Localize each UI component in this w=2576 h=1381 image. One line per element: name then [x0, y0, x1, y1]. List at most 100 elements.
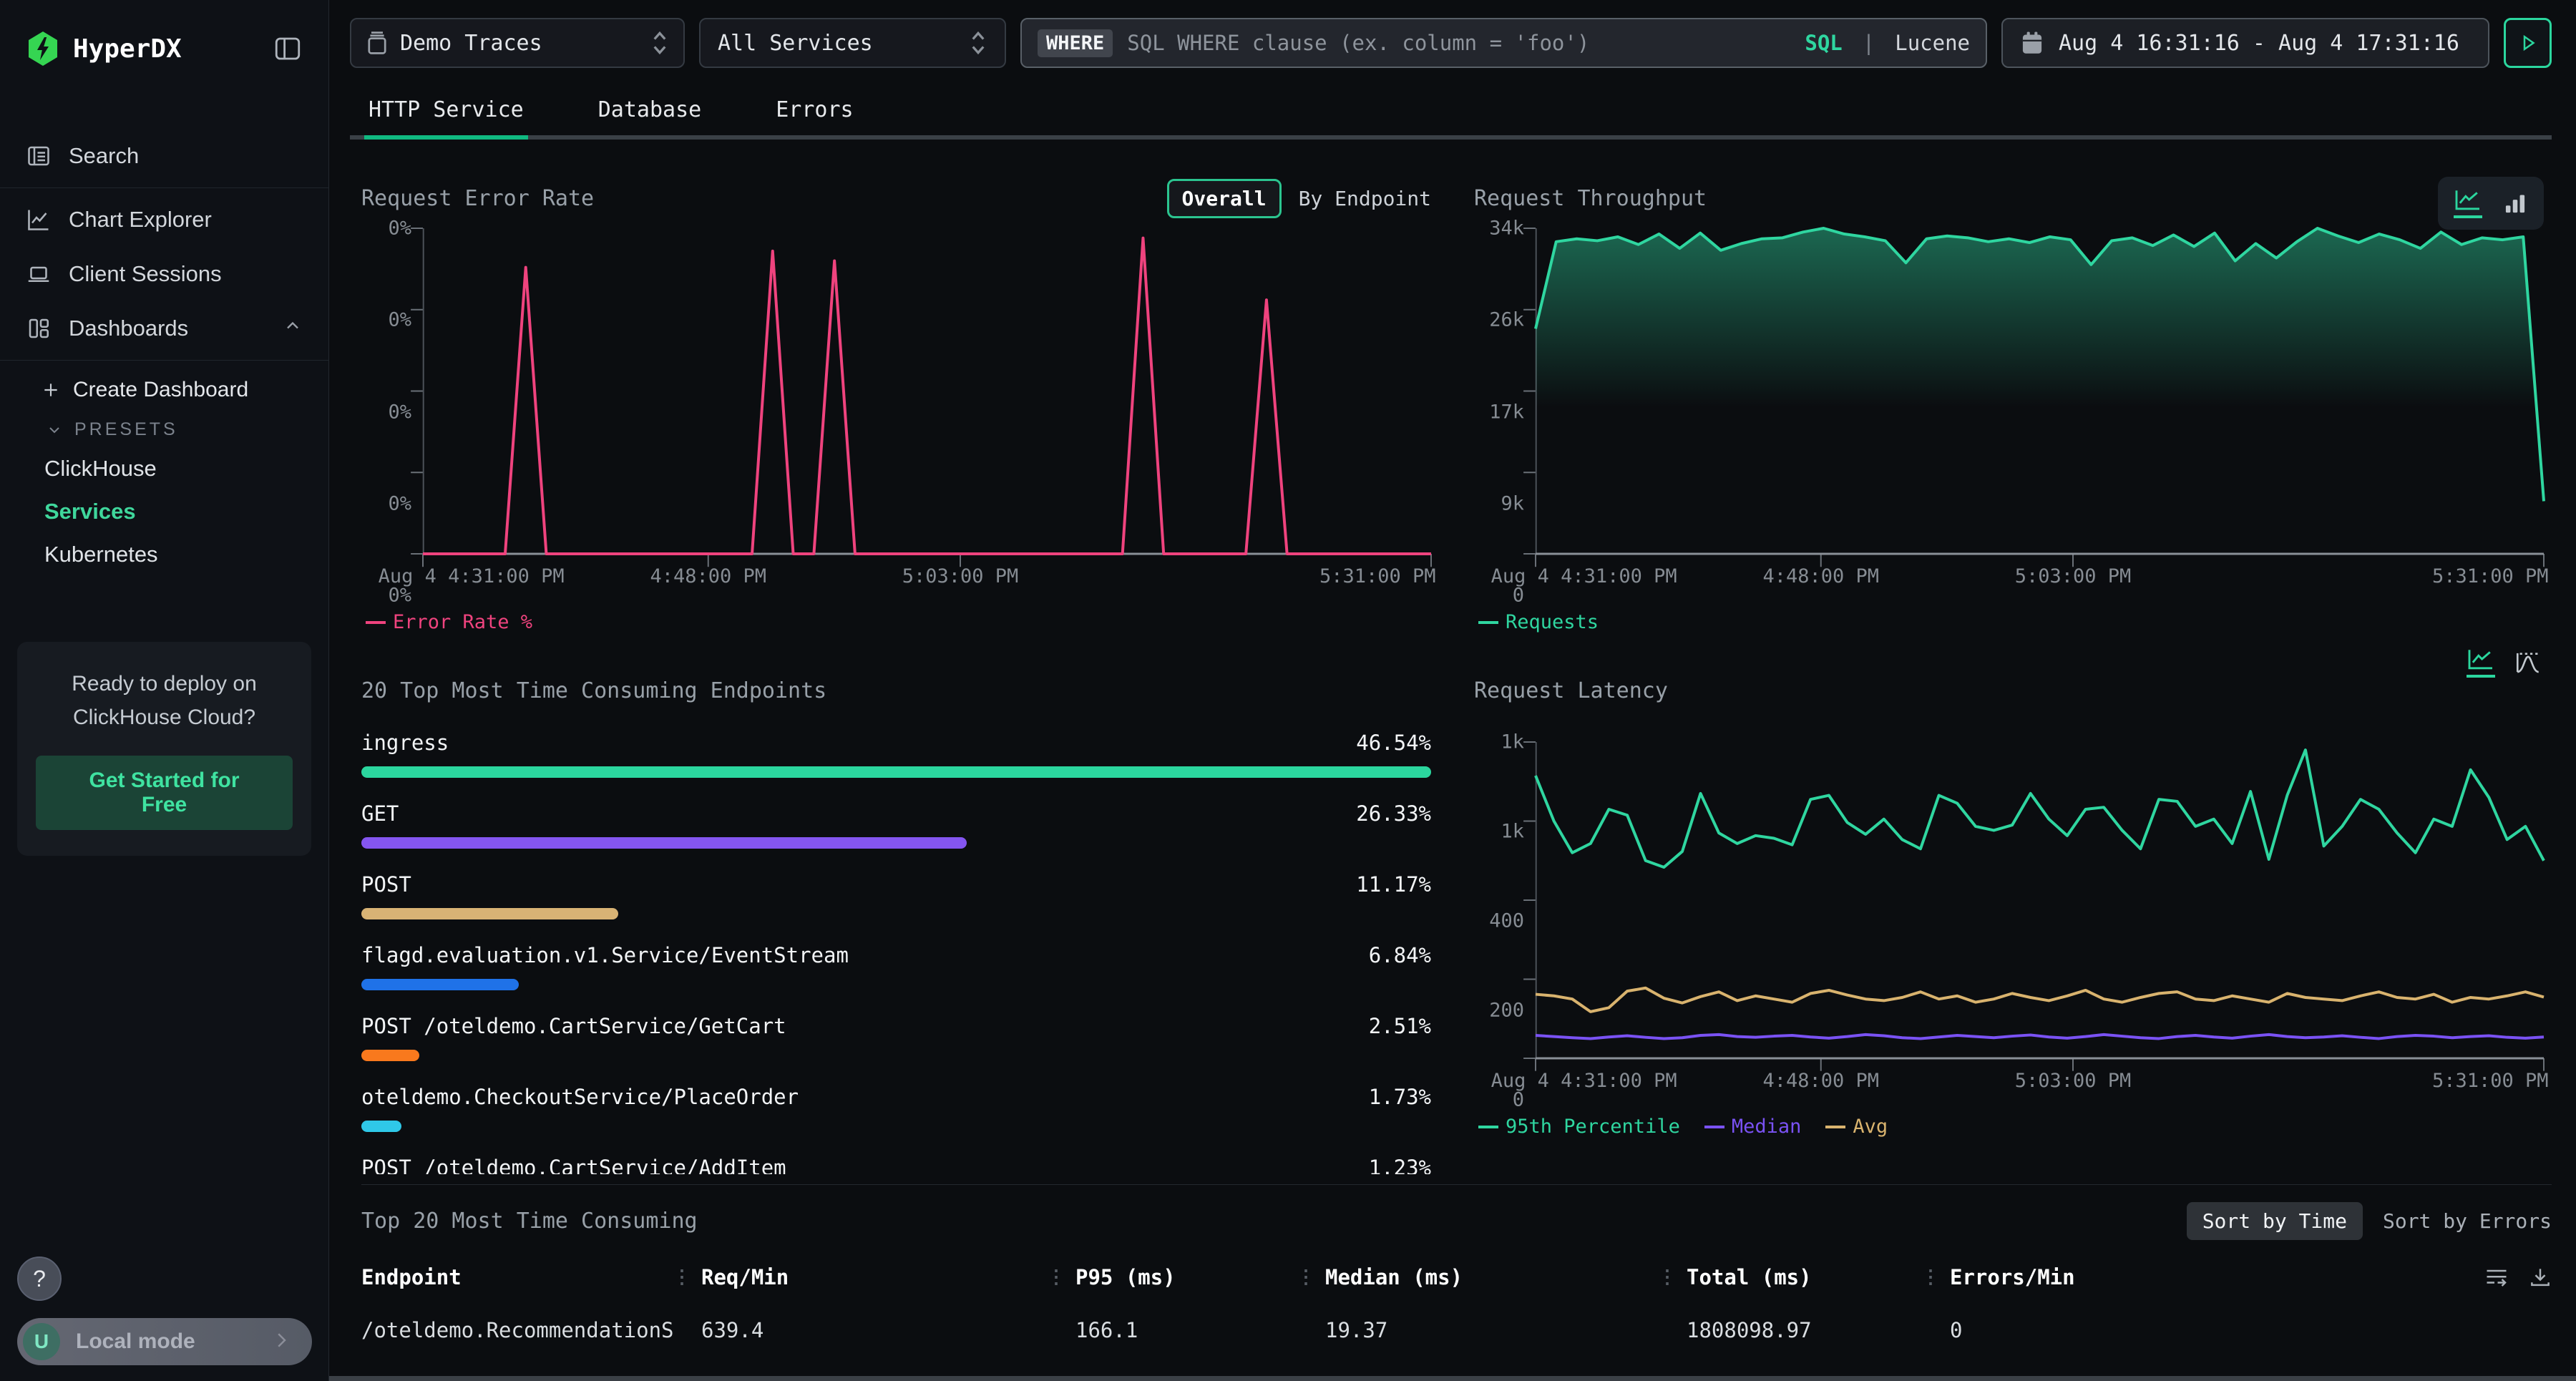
- sql-mode-toggle[interactable]: SQL: [1805, 31, 1843, 55]
- throughput-plot[interactable]: [1536, 228, 2544, 554]
- endpoint-bar-item[interactable]: GET 26.33%: [361, 801, 1431, 849]
- endpoint-bar-item[interactable]: POST 11.17%: [361, 872, 1431, 919]
- endpoint-bar-item[interactable]: POST /oteldemo.CartService/AddItem 1.23%: [361, 1156, 1431, 1174]
- help-button[interactable]: ?: [17, 1256, 62, 1301]
- tab-database[interactable]: Database: [597, 97, 702, 122]
- column-resize-handle[interactable]: ⋮: [1047, 1267, 1065, 1288]
- search-input[interactable]: [1126, 30, 1792, 56]
- chart-type-toolbar: [2464, 643, 2544, 682]
- legend-item[interactable]: Error Rate %: [366, 611, 532, 633]
- sidebar-item-services[interactable]: Services: [44, 499, 136, 524]
- promo-text-line1: Ready to deploy on: [72, 672, 257, 696]
- top20-table-section: Top 20 Most Time Consuming Sort by Time …: [361, 1184, 2552, 1342]
- legend-dash: [1825, 1125, 1846, 1128]
- horizontal-scrollbar[interactable]: [329, 1376, 2576, 1381]
- sidebar-item-label: Dashboards: [69, 316, 189, 341]
- user-menu[interactable]: U Local mode: [17, 1318, 312, 1365]
- create-dashboard-label: Create Dashboard: [73, 378, 249, 401]
- legend-item[interactable]: 95th Percentile: [1478, 1116, 1680, 1138]
- chevron-right-icon: [270, 1329, 292, 1355]
- y-axis-label: 26k: [1489, 308, 1524, 331]
- table-title: Top 20 Most Time Consuming: [361, 1208, 698, 1234]
- legend-label: 95th Percentile: [1506, 1116, 1680, 1138]
- line-chart-icon[interactable]: [2454, 188, 2482, 218]
- legend-item[interactable]: Avg: [1825, 1116, 1888, 1138]
- column-resize-handle[interactable]: ⋮: [1658, 1267, 1677, 1288]
- sidebar: HyperDX Search Chart Explorer: [0, 0, 329, 1381]
- sidebar-item-clickhouse[interactable]: ClickHouse: [44, 456, 157, 481]
- table-cell: 0: [1950, 1318, 1963, 1342]
- column-header[interactable]: ⋮ P95 (ms): [1047, 1265, 1176, 1289]
- legend-dash: [1478, 620, 1498, 624]
- bar-chart-icon[interactable]: [2502, 191, 2528, 215]
- sidebar-item-label: Client Sessions: [69, 261, 222, 286]
- y-axis-label: 0%: [388, 217, 411, 240]
- source-select[interactable]: Demo Traces: [350, 18, 685, 68]
- x-axis-label: 5:31:00 PM: [2431, 565, 2549, 587]
- promo-text-line2: ClickHouse Cloud?: [72, 705, 256, 729]
- column-resize-handle[interactable]: ⋮: [673, 1267, 691, 1288]
- where-chip: WHERE: [1038, 29, 1113, 57]
- y-axis-label: 0: [1512, 584, 1524, 607]
- column-header[interactable]: ⋮ Median (ms): [1297, 1265, 1463, 1289]
- x-axis-labels: Aug 4 4:31:00 PM 4:48:00 PM 5:03:00 PM 5:31…: [1491, 560, 2549, 595]
- x-axis-label: 4:48:00 PM: [650, 565, 767, 587]
- run-query-button[interactable]: [2504, 18, 2552, 68]
- panel-title: 20 Top Most Time Consuming Endpoints: [361, 678, 827, 703]
- sidebar-item-chart-explorer[interactable]: Chart Explorer: [0, 192, 328, 247]
- endpoint-bar-item[interactable]: POST /oteldemo.CartService/GetCart 2.51%: [361, 1014, 1431, 1061]
- x-axis-label: Aug 4 4:31:00 PM: [1491, 1070, 1677, 1092]
- table-actions: [2484, 1267, 2552, 1288]
- lucene-mode-toggle[interactable]: Lucene: [1895, 31, 1970, 55]
- chart-type-toolbar: [2438, 177, 2544, 230]
- legend-dash: [1704, 1125, 1724, 1128]
- sort-by-errors-button[interactable]: Sort by Errors: [2382, 1209, 2552, 1233]
- sidebar-item-client-sessions[interactable]: Client Sessions: [0, 247, 328, 301]
- time-range-value: Aug 4 16:31:16 - Aug 4 17:31:16: [2059, 30, 2459, 56]
- line-chart-icon[interactable]: [2467, 648, 2495, 678]
- time-range-picker[interactable]: Aug 4 16:31:16 - Aug 4 17:31:16: [2001, 18, 2489, 68]
- legend-item[interactable]: Median: [1704, 1116, 1802, 1138]
- column-header[interactable]: ⋮ Total (ms): [1658, 1265, 1812, 1289]
- get-started-button[interactable]: Get Started for Free: [36, 756, 293, 830]
- search-bar[interactable]: WHERE SQL | Lucene: [1020, 18, 1987, 68]
- collapse-sidebar-icon[interactable]: [273, 34, 303, 64]
- sidebar-item-dashboards[interactable]: Dashboards: [0, 301, 328, 356]
- column-header[interactable]: Endpoint: [361, 1265, 462, 1289]
- wrap-lines-icon[interactable]: [2484, 1267, 2509, 1288]
- column-header[interactable]: ⋮ Errors/Min: [1921, 1265, 2075, 1289]
- histogram-icon[interactable]: [2515, 650, 2541, 675]
- overall-toggle-button[interactable]: Overall: [1166, 178, 1282, 218]
- legend-item[interactable]: Requests: [1478, 611, 1599, 633]
- tab-errors[interactable]: Errors: [776, 97, 854, 122]
- create-dashboard-button[interactable]: Create Dashboard: [0, 368, 328, 412]
- sort-by-time-button[interactable]: Sort by Time: [2186, 1201, 2363, 1240]
- y-axis-label: 200: [1489, 999, 1524, 1022]
- download-icon[interactable]: [2529, 1267, 2552, 1288]
- x-axis-label: 4:48:00 PM: [1762, 1070, 1880, 1092]
- tab-http-service[interactable]: HTTP Service: [364, 90, 528, 140]
- table-row[interactable]: /oteldemo.RecommendationServ 639.4 166.1 19…: [361, 1318, 2552, 1342]
- column-header[interactable]: ⋮ Req/Min: [673, 1265, 789, 1289]
- chart-legend: Requests: [1478, 611, 2544, 633]
- endpoint-bar-item[interactable]: flagd.evaluation.v1.Service/EventStream 6…: [361, 943, 1431, 990]
- sidebar-item-search[interactable]: Search: [0, 129, 328, 183]
- latency-plot[interactable]: [1536, 742, 2544, 1058]
- endpoint-label: POST /oteldemo.CartService/AddItem: [361, 1156, 786, 1174]
- legend-label: Median: [1731, 1116, 1802, 1138]
- service-select[interactable]: All Services: [699, 18, 1006, 68]
- column-resize-handle[interactable]: ⋮: [1297, 1267, 1315, 1288]
- endpoint-bar: [361, 837, 967, 849]
- by-endpoint-toggle-button[interactable]: By Endpoint: [1298, 186, 1431, 210]
- calendar-icon: [2020, 30, 2044, 56]
- error-rate-plot[interactable]: [423, 228, 1431, 554]
- column-resize-handle[interactable]: ⋮: [1921, 1267, 1940, 1288]
- series-avg: [1536, 988, 2544, 1012]
- endpoint-bar-item[interactable]: ingress 46.54%: [361, 731, 1431, 778]
- select-updown-icon: [969, 29, 987, 57]
- presets-toggle[interactable]: PRESETS: [0, 412, 328, 447]
- sidebar-nav: Search Chart Explorer Client Sessions Da: [0, 129, 328, 361]
- sidebar-item-kubernetes[interactable]: Kubernetes: [44, 542, 158, 567]
- endpoint-bar-item[interactable]: oteldemo.CheckoutService/PlaceOrder 1.73%: [361, 1085, 1431, 1132]
